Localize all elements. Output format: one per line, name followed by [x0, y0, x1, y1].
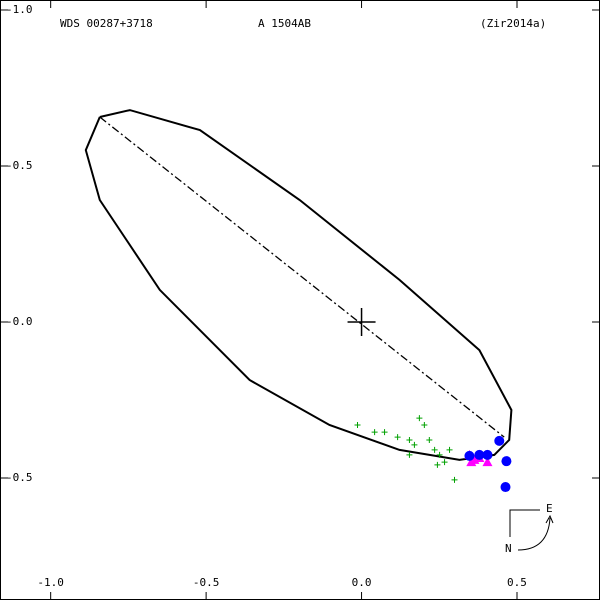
- observation-dot: [464, 450, 475, 461]
- observation-plus: [441, 459, 448, 466]
- observation-plus: [434, 461, 441, 468]
- observation-plus: [381, 429, 388, 436]
- x-tick-label: 0.0: [352, 576, 372, 589]
- observation-dot: [501, 456, 512, 467]
- observation-dot: [474, 449, 485, 460]
- header-wds: WDS 00287+3718: [60, 17, 153, 30]
- primary-star: [347, 307, 376, 336]
- observation-plus: [436, 451, 443, 458]
- y-tick-label: -0.0: [6, 315, 33, 328]
- orbit-ellipse: [84, 109, 513, 461]
- compass-arrow: [517, 517, 551, 551]
- observation-plus: [426, 436, 433, 443]
- y-tick-label: -0.5: [6, 159, 33, 172]
- observation-plus: [446, 446, 453, 453]
- compass-arrowhead: [545, 514, 554, 524]
- observation-plus: [354, 421, 361, 428]
- observation-plus: [431, 446, 438, 453]
- line-of-nodes: [99, 116, 505, 438]
- observation-plus: [421, 421, 428, 428]
- x-tick-label: -1.0: [37, 576, 64, 589]
- compass-axes: [509, 509, 540, 537]
- compass-north: N: [505, 542, 512, 555]
- y-tick-label: -1.0: [6, 3, 33, 16]
- observation-plus: [394, 434, 401, 441]
- observation-plus: [451, 476, 458, 483]
- header-name: A 1504AB: [258, 17, 311, 30]
- observation-plus: [411, 441, 418, 448]
- observation-plus: [406, 436, 413, 443]
- observation-plus: [406, 451, 413, 458]
- x-tick-label: -0.5: [193, 576, 220, 589]
- observation-dot: [482, 449, 493, 460]
- compass-east: E: [546, 502, 553, 515]
- x-tick-label: 0.5: [507, 576, 527, 589]
- y-tick-label: -0.5: [6, 471, 33, 484]
- observation-dot: [494, 435, 505, 446]
- observation-triangle: [466, 457, 477, 467]
- observation-plus: [416, 415, 423, 422]
- observation-plus: [371, 429, 378, 436]
- observation-dot: [500, 482, 511, 493]
- observation-triangle: [482, 457, 493, 467]
- header-ref: (Zir2014a): [480, 17, 546, 30]
